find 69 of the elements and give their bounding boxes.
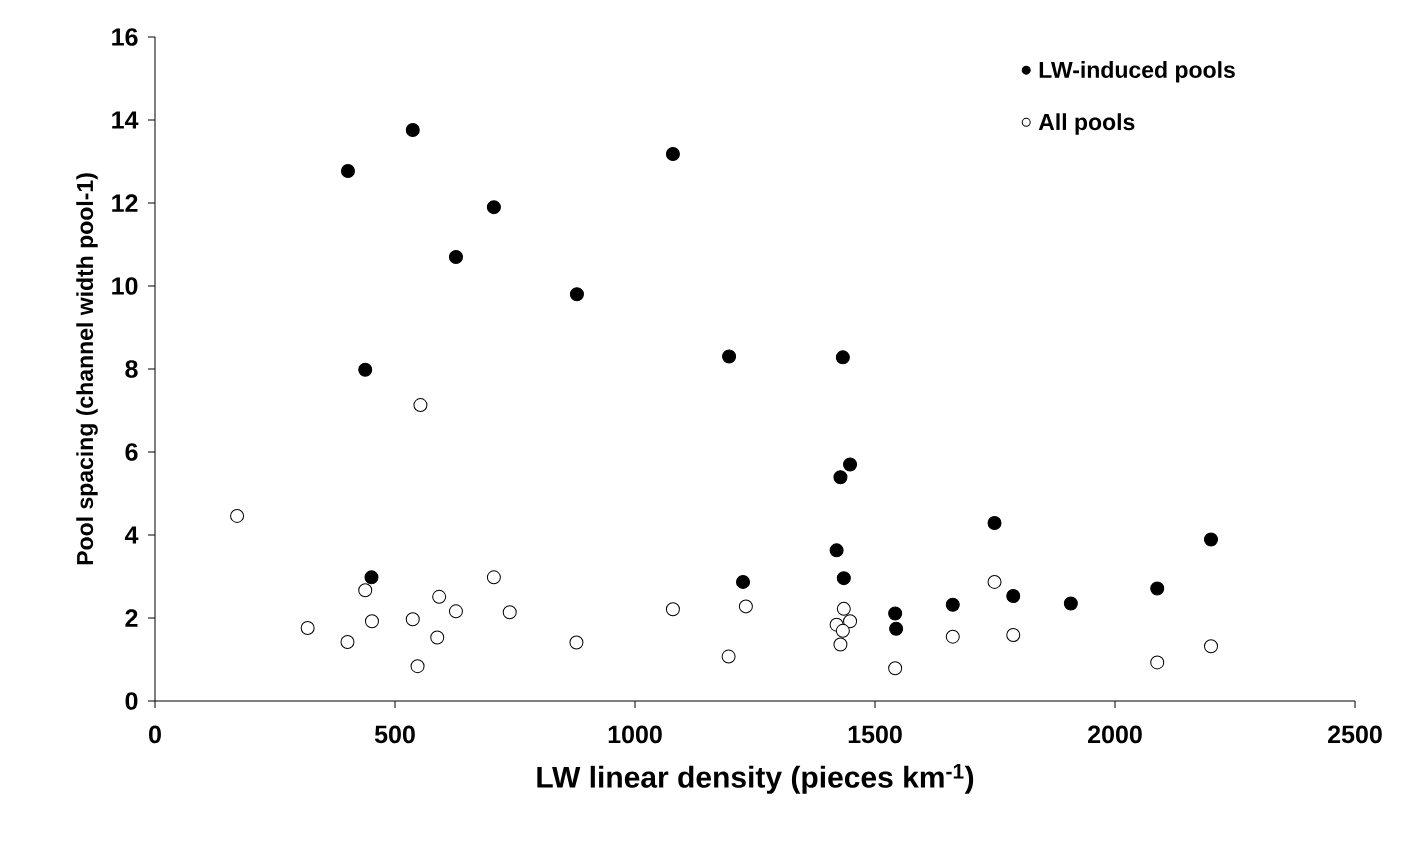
x-tick-label: 0 bbox=[149, 725, 161, 744]
point bbox=[836, 571, 851, 586]
point bbox=[888, 606, 903, 621]
point bbox=[836, 601, 851, 616]
point bbox=[1063, 596, 1078, 611]
point bbox=[405, 122, 420, 137]
point bbox=[833, 470, 848, 485]
point bbox=[364, 614, 379, 629]
point bbox=[835, 350, 850, 365]
x-tick-label: 2000 bbox=[1088, 725, 1142, 744]
y-axis-title: Pool spacing (channel width pool-1) bbox=[76, 173, 98, 565]
point bbox=[413, 398, 428, 413]
legend-label: LW-induced pools bbox=[1039, 61, 1235, 83]
point bbox=[665, 147, 680, 162]
point bbox=[502, 605, 517, 620]
point bbox=[486, 570, 501, 585]
y-tick-label: 12 bbox=[112, 194, 138, 212]
point bbox=[486, 200, 501, 215]
y-tick-label: 16 bbox=[112, 28, 138, 46]
point bbox=[888, 661, 903, 676]
x-axis-title: LW linear density (pieces km$^{-1}$) bbox=[537, 764, 974, 794]
x-tick-label: 500 bbox=[374, 725, 415, 744]
point bbox=[1006, 589, 1021, 603]
point bbox=[1150, 581, 1165, 596]
point bbox=[340, 635, 355, 650]
point bbox=[569, 287, 584, 302]
point bbox=[432, 589, 447, 604]
x-tick-label: 2500 bbox=[1328, 725, 1382, 744]
point bbox=[987, 574, 1002, 589]
y-tick-label: 2 bbox=[125, 609, 138, 627]
point bbox=[300, 620, 315, 635]
point bbox=[945, 629, 960, 644]
y-tick-label: 14 bbox=[112, 111, 139, 129]
point bbox=[448, 249, 463, 264]
point bbox=[1204, 639, 1219, 654]
legend-label: All pools bbox=[1038, 113, 1135, 135]
point bbox=[843, 457, 858, 472]
x-tick-label: 1000 bbox=[608, 725, 662, 744]
point bbox=[448, 604, 463, 619]
x-tick-label: 1500 bbox=[848, 725, 902, 744]
point bbox=[736, 574, 751, 589]
point bbox=[1204, 532, 1219, 547]
y-tick-label: 0 bbox=[125, 692, 138, 710]
point bbox=[945, 597, 960, 612]
point bbox=[721, 649, 736, 664]
point bbox=[340, 164, 355, 179]
point bbox=[987, 515, 1002, 530]
point bbox=[1006, 628, 1021, 643]
point bbox=[230, 508, 245, 523]
point bbox=[358, 362, 373, 377]
point bbox=[835, 623, 850, 638]
point bbox=[829, 543, 844, 558]
point bbox=[430, 630, 445, 645]
point bbox=[405, 612, 420, 627]
point bbox=[843, 614, 858, 629]
point bbox=[358, 583, 373, 598]
point bbox=[833, 637, 848, 652]
y-tick-label: 4 bbox=[124, 526, 139, 544]
y-tick-label: 8 bbox=[125, 360, 138, 378]
point bbox=[569, 635, 584, 650]
point bbox=[722, 349, 737, 364]
point bbox=[665, 602, 680, 617]
point bbox=[1150, 655, 1165, 670]
y-tick-label: 10 bbox=[112, 277, 138, 295]
point bbox=[889, 621, 904, 636]
point bbox=[364, 570, 379, 585]
y-tick-label: 6 bbox=[125, 443, 138, 461]
point bbox=[410, 659, 425, 674]
point bbox=[738, 599, 753, 614]
